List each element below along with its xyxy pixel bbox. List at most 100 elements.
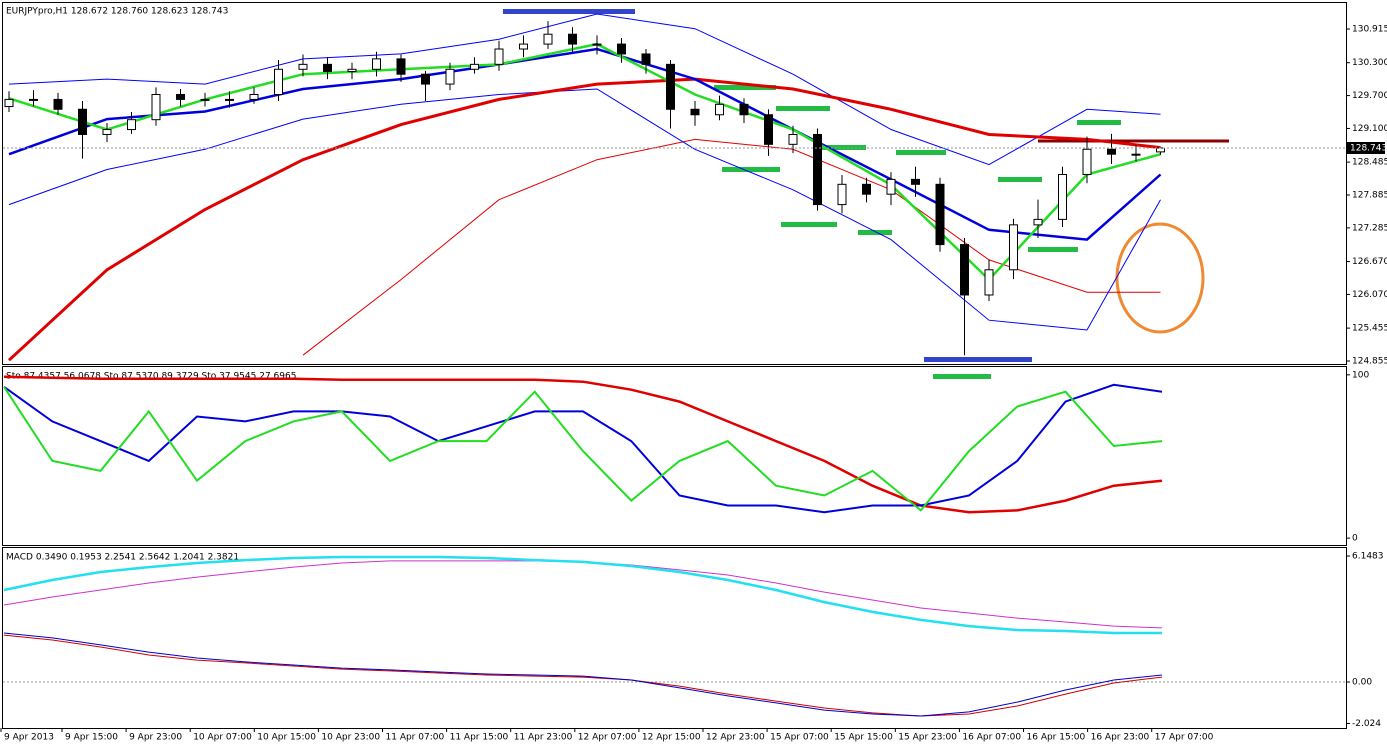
y-tick-label: 125.455 <box>1352 324 1387 334</box>
candle-body <box>568 33 577 45</box>
x-tick-label: 16 Apr 07:00 <box>962 733 1021 743</box>
candle-body <box>862 183 871 195</box>
x-tick-label: 10 Apr 15:00 <box>257 733 316 743</box>
indicator-line <box>3 386 1163 512</box>
price-panel <box>2 2 1347 365</box>
candle-body <box>1009 224 1018 271</box>
y-tick-label: 130.915 <box>1352 25 1387 35</box>
candle-body <box>53 98 63 110</box>
candle-body <box>298 63 308 70</box>
candle-body <box>837 183 847 206</box>
candle-body <box>1131 153 1141 156</box>
level-dash <box>1077 120 1121 125</box>
y-tick-label: 6.1483 <box>1352 552 1384 562</box>
candle-body <box>739 103 749 116</box>
last-price-label: 128.743 <box>1350 144 1387 154</box>
candle-body <box>249 93 259 100</box>
candle-body <box>372 58 381 70</box>
last-price-box <box>1347 142 1385 155</box>
candle-body <box>1107 148 1116 155</box>
x-tick-label: 12 Apr 23:00 <box>706 733 765 743</box>
level-dash <box>858 230 892 235</box>
candle-body <box>1058 173 1067 220</box>
candle-body <box>323 63 332 72</box>
y-tick-label: 124.855 <box>1352 356 1387 366</box>
candle-body <box>494 48 504 65</box>
candle-body <box>225 98 234 101</box>
indicator-line <box>3 634 1163 717</box>
candle-body <box>127 119 136 131</box>
y-tick-label: 0 <box>1352 534 1358 544</box>
candle-body <box>764 114 773 145</box>
candle-body <box>1033 218 1043 226</box>
y-tick-label: 127.285 <box>1352 223 1387 233</box>
x-tick-label: 11 Apr 23:00 <box>514 733 573 743</box>
x-tick-label: 10 Apr 07:00 <box>193 733 252 743</box>
x-tick-label: 15 Apr 23:00 <box>898 733 957 743</box>
indicator-line <box>3 632 1163 717</box>
y-tick-label: 128.485 <box>1352 158 1387 168</box>
candle-body <box>935 183 945 246</box>
candle-body <box>519 43 528 50</box>
level-dash <box>896 150 946 155</box>
y-tick-label: -2.024 <box>1352 719 1381 729</box>
candle-body <box>788 133 798 145</box>
candle-body <box>29 98 38 101</box>
y-tick-label: 127.885 <box>1352 191 1387 201</box>
candle-body <box>813 133 822 206</box>
macd-title: MACD 0.3490 0.1953 2.2541 2.5642 1.2041 … <box>6 553 239 563</box>
x-tick-label: 9 Apr 15:00 <box>65 733 118 743</box>
candle-body <box>396 58 406 75</box>
candle-body <box>886 178 896 195</box>
x-tick-label: 11 Apr 15:00 <box>450 733 509 743</box>
x-tick-label: 11 Apr 07:00 <box>386 733 445 743</box>
candle-body <box>151 93 161 121</box>
candle-body <box>445 68 455 85</box>
indicator-line <box>8 88 1161 331</box>
candle-body <box>347 68 357 72</box>
candle-body <box>1082 148 1092 175</box>
level-dash <box>1028 247 1078 252</box>
y-tick-label: 129.100 <box>1352 124 1387 134</box>
candle-body <box>78 108 87 135</box>
indicator-line <box>3 555 1162 635</box>
candle-body <box>274 68 283 95</box>
y-tick-label: 0.00 <box>1352 678 1372 688</box>
x-tick-label: 9 Apr 2013 <box>4 733 54 743</box>
drawings <box>503 9 1229 379</box>
x-tick-label: 15 Apr 07:00 <box>770 733 829 743</box>
candle-body <box>176 93 185 100</box>
x-tick-label: 10 Apr 23:00 <box>321 733 380 743</box>
x-tick-label: 16 Apr 23:00 <box>1091 733 1150 743</box>
indicator-line <box>302 138 1161 356</box>
candle-body <box>1156 147 1165 153</box>
indicator-line <box>8 13 1161 166</box>
candle-body <box>592 43 602 46</box>
stochastic-panel <box>2 366 1347 546</box>
level-dash <box>820 145 866 150</box>
candle-body <box>984 269 994 296</box>
candle-body <box>543 33 553 45</box>
candle-body <box>200 98 210 101</box>
level-bar <box>924 357 1032 362</box>
y-tick-label: 126.070 <box>1352 290 1387 300</box>
candle-body <box>4 98 14 108</box>
level-dash <box>776 106 830 111</box>
candle-body <box>421 73 430 85</box>
x-tick-label: 15 Apr 15:00 <box>834 733 893 743</box>
y-tick-label: 130.300 <box>1352 58 1387 68</box>
candle-body <box>666 63 675 110</box>
indicator-line <box>3 383 1163 514</box>
candle-body <box>641 53 651 65</box>
indicator-line <box>7 77 1161 362</box>
level-dash <box>714 85 776 90</box>
candle-body <box>470 63 479 70</box>
x-tick-label: 12 Apr 07:00 <box>578 733 637 743</box>
y-tick-label: 100 <box>1352 370 1369 380</box>
x-tick-label: 16 Apr 15:00 <box>1027 733 1086 743</box>
level-bar <box>503 9 635 14</box>
candle-body <box>617 43 626 55</box>
highlight-ellipse <box>1115 222 1205 334</box>
x-tick-label: 9 Apr 23:00 <box>129 733 182 743</box>
